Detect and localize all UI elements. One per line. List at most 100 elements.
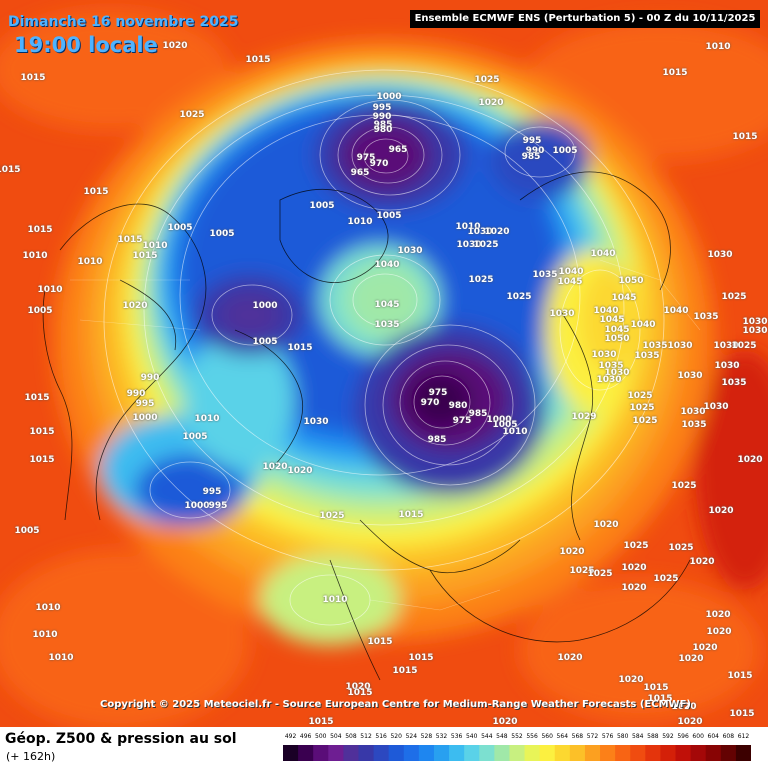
pressure-label: 1050 [604, 334, 630, 344]
pressure-label: 1035 [532, 270, 558, 280]
legend-tick: 552 [511, 733, 523, 740]
legend-swatch [433, 745, 450, 761]
legend-swatch [554, 745, 571, 761]
legend-tick: 548 [496, 733, 508, 740]
legend-swatch [660, 745, 677, 761]
pressure-label: 1025 [632, 416, 658, 426]
pressure-label: 1045 [374, 300, 400, 310]
pressure-label: 1030 [549, 309, 575, 319]
legend-swatch [675, 745, 692, 761]
pressure-label: 965 [388, 145, 408, 155]
valid-time: 19:00 locale [14, 33, 158, 57]
pressure-label: 1010 [455, 222, 481, 232]
legend-swatch [283, 745, 299, 761]
legend-swatch [494, 745, 510, 761]
pressure-label: 1025 [623, 541, 649, 551]
pressure-label: 1025 [474, 75, 500, 85]
pressure-label: 1005 [167, 223, 193, 233]
pressure-label: 1010 [142, 241, 168, 251]
pressure-label: 1015 [29, 455, 55, 465]
pressure-label: 1015 [347, 688, 373, 698]
valid-date: Dimanche 16 novembre 2025 [8, 14, 239, 30]
legend-swatch [690, 745, 707, 761]
pressure-label: 990 [126, 389, 146, 399]
pressure-label: 1015 [287, 343, 313, 353]
pressure-label: 1030 [456, 240, 482, 250]
forecast-map: 1020101510151025101510151015101010101015… [0, 0, 768, 727]
legend-swatch [464, 745, 480, 761]
pressure-label: 1015 [20, 73, 46, 83]
pressure-label: 1015 [367, 637, 393, 647]
pressure-label: 1010 [48, 653, 74, 663]
legend-tick: 504 [330, 733, 342, 740]
legend-tick: 604 [707, 733, 719, 740]
legend-tick: 580 [616, 733, 629, 740]
pressure-label: 1025 [721, 292, 747, 302]
legend-swatch [600, 745, 616, 761]
pressure-label: 1020 [618, 675, 644, 685]
isobars [103, 69, 665, 626]
geopotential-field [0, 0, 768, 727]
legend-swatch [388, 745, 405, 761]
legend-swatch [403, 745, 420, 761]
pressure-label: 1045 [611, 293, 637, 303]
z500-color-field [0, 10, 768, 727]
pressure-label: 995 [208, 501, 228, 511]
pressure-label: 1040 [374, 260, 400, 270]
pressure-label: 1025 [506, 292, 532, 302]
pressure-label: 975 [356, 153, 376, 163]
legend-tick: 584 [632, 733, 644, 740]
pressure-label: 1025 [653, 574, 679, 584]
pressure-label: 1025 [319, 511, 345, 521]
pressure-label: 1010 [22, 251, 48, 261]
pressure-label: 1025 [627, 391, 653, 401]
pressure-label: 1005 [27, 306, 53, 316]
pressure-label: 1040 [593, 306, 619, 316]
pressure-label: 1005 [376, 211, 402, 221]
pressure-label: 1020 [621, 583, 647, 593]
pressure-label: 1030 [742, 326, 768, 336]
pressure-label: 1010 [502, 427, 528, 437]
legend-swatch [343, 745, 359, 761]
legend-tick: 588 [647, 733, 659, 740]
legend-tick: 544 [481, 733, 493, 740]
pressure-label: 1030 [667, 341, 693, 351]
pressure-label: 1020 [162, 41, 188, 51]
pressure-label: 970 [420, 398, 440, 408]
pressure-label: 1030 [703, 402, 729, 412]
pressure-label: 1010 [322, 595, 348, 605]
pressure-label: 995 [135, 399, 155, 409]
pressure-label: 1015 [647, 694, 673, 704]
legend-swatch [418, 745, 435, 761]
pressure-label: 1005 [309, 201, 335, 211]
pressure-label: 1025 [569, 566, 595, 576]
product-title: Géop. Z500 & pression au sol [5, 731, 237, 747]
legend-swatch [479, 745, 495, 761]
pressure-label: 1029 [571, 412, 597, 422]
color-scale-legend [283, 745, 751, 761]
pressure-label: 1030 [604, 368, 630, 378]
legend-swatch [630, 745, 646, 761]
pressure-label: 1015 [117, 235, 143, 245]
legend-swatch [615, 745, 631, 761]
pressure-label: 1020 [706, 627, 732, 637]
pressure-label: 1040 [558, 267, 584, 277]
pressure-label: 1030 [467, 227, 493, 237]
legend-tick: 564 [556, 733, 569, 740]
pressure-label: 1020 [122, 301, 148, 311]
legend-swatch [735, 745, 751, 761]
pressure-label: 1005 [552, 146, 578, 156]
pressure-label: 1015 [0, 165, 21, 175]
legend-tick: 496 [299, 733, 312, 740]
pressure-label: 995 [372, 103, 392, 113]
pressure-label: 1040 [663, 306, 689, 316]
legend-tick: 500 [315, 733, 327, 740]
pressure-label: 1025 [731, 341, 757, 351]
legend-tick: 508 [345, 733, 357, 740]
legend-tick: 512 [360, 733, 372, 740]
pressure-label: 1030 [397, 246, 423, 256]
pressure-label: 1035 [681, 420, 707, 430]
pressure-label: 990 [140, 373, 160, 383]
legend-tick: 492 [284, 733, 297, 740]
pressure-label: 995 [522, 136, 542, 146]
